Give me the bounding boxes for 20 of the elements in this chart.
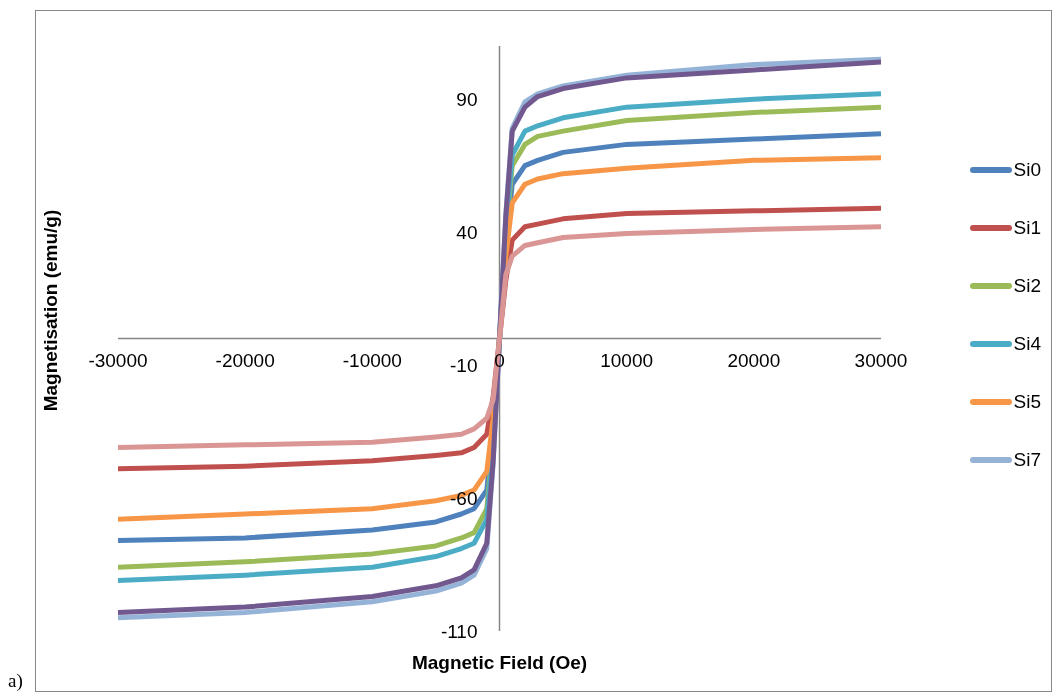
- legend-label: Si7: [1013, 449, 1041, 471]
- x-tick-label: -20000: [215, 349, 275, 371]
- legend-label: Si5: [1013, 391, 1041, 413]
- y-tick-label: 90: [456, 89, 478, 111]
- x-tick-label: 0: [494, 349, 505, 371]
- x-tick-label: 30000: [854, 349, 908, 371]
- x-axis-title: Magnetic Field (Oe): [411, 652, 588, 673]
- legend-label: Si2: [1013, 275, 1041, 297]
- y-tick-label: -110: [440, 621, 478, 642]
- legend-label: Si4: [1013, 333, 1041, 355]
- x-tick-label: -10000: [342, 349, 402, 371]
- x-tick-label: -30000: [88, 349, 148, 371]
- y-axis-title: Magnetisation (emu/g): [39, 209, 61, 412]
- y-tick-label: 40: [456, 222, 478, 244]
- text: a): [8, 670, 23, 692]
- x-tick-label: 20000: [727, 349, 781, 371]
- legend-label: Si0: [1013, 159, 1041, 181]
- x-tick-label: 10000: [600, 349, 654, 371]
- legend-label: Si1: [1013, 217, 1041, 239]
- y-tick-label: -10: [450, 355, 478, 377]
